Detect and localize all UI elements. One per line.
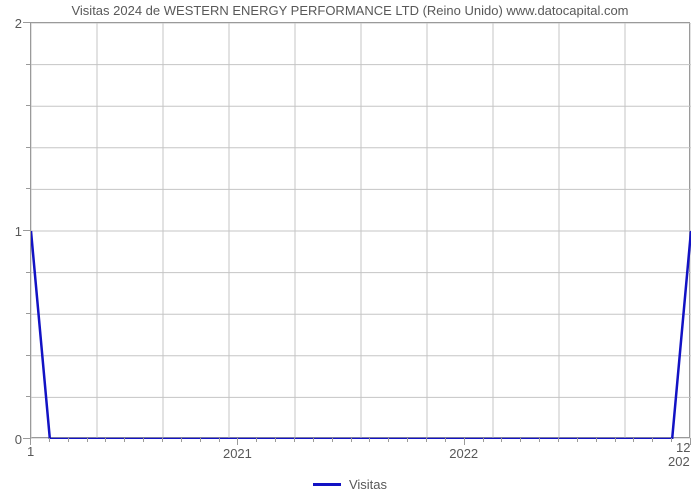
chart-container: { "chart": { "type": "line", "title": "V… [0,0,700,500]
y-tick-label: 2 [0,16,22,31]
x-tick-minor [369,438,370,442]
x-tick-minor [256,438,257,442]
x-tick-minor [577,438,578,442]
x-tick-minor [652,438,653,442]
y-tick-minor [26,272,30,273]
x-tick-minor [615,438,616,442]
legend-label: Visitas [349,477,387,492]
x-tick-minor [87,438,88,442]
x-tick-minor [219,438,220,442]
x-corner-left: 1 [27,444,34,459]
x-tick-minor [105,438,106,442]
x-tick-minor [162,438,163,442]
x-tick-major [464,438,465,445]
x-tick-label: 2022 [449,446,478,461]
y-tick-minor [26,147,30,148]
y-tick-label: 0 [0,432,22,447]
x-tick-minor [275,438,276,442]
x-tick-minor [596,438,597,442]
y-tick-minor [26,188,30,189]
plot-svg [31,23,691,439]
x-corner-right-top: 12 [676,440,690,455]
x-tick-label: 2021 [223,446,252,461]
legend-swatch [313,483,341,486]
x-tick-minor [124,438,125,442]
x-tick-minor [143,438,144,442]
x-tick-minor [181,438,182,442]
legend-item: Visitas [313,477,387,492]
x-tick-minor [483,438,484,442]
x-tick-minor [501,438,502,442]
x-corner-right-bottom: 202 [668,454,690,469]
x-tick-minor [520,438,521,442]
x-tick-minor [313,438,314,442]
x-tick-minor [388,438,389,442]
y-tick-minor [26,64,30,65]
x-tick-minor [539,438,540,442]
y-tick-major [23,438,30,439]
chart-title: Visitas 2024 de WESTERN ENERGY PERFORMAN… [0,3,700,18]
x-tick-minor [200,438,201,442]
y-tick-label: 1 [0,224,22,239]
x-tick-minor [351,438,352,442]
y-tick-minor [26,313,30,314]
x-tick-minor [426,438,427,442]
y-tick-minor [26,355,30,356]
x-tick-major [237,438,238,445]
y-tick-major [23,22,30,23]
y-tick-major [23,230,30,231]
x-tick-minor [445,438,446,442]
legend: Visitas [0,474,700,492]
x-tick-minor [407,438,408,442]
x-tick-minor [633,438,634,442]
y-tick-minor [26,396,30,397]
x-tick-minor [332,438,333,442]
y-tick-minor [26,105,30,106]
x-tick-minor [671,438,672,442]
plot-area [30,22,690,438]
x-tick-minor [68,438,69,442]
x-tick-minor [558,438,559,442]
x-tick-minor [49,438,50,442]
x-tick-minor [294,438,295,442]
